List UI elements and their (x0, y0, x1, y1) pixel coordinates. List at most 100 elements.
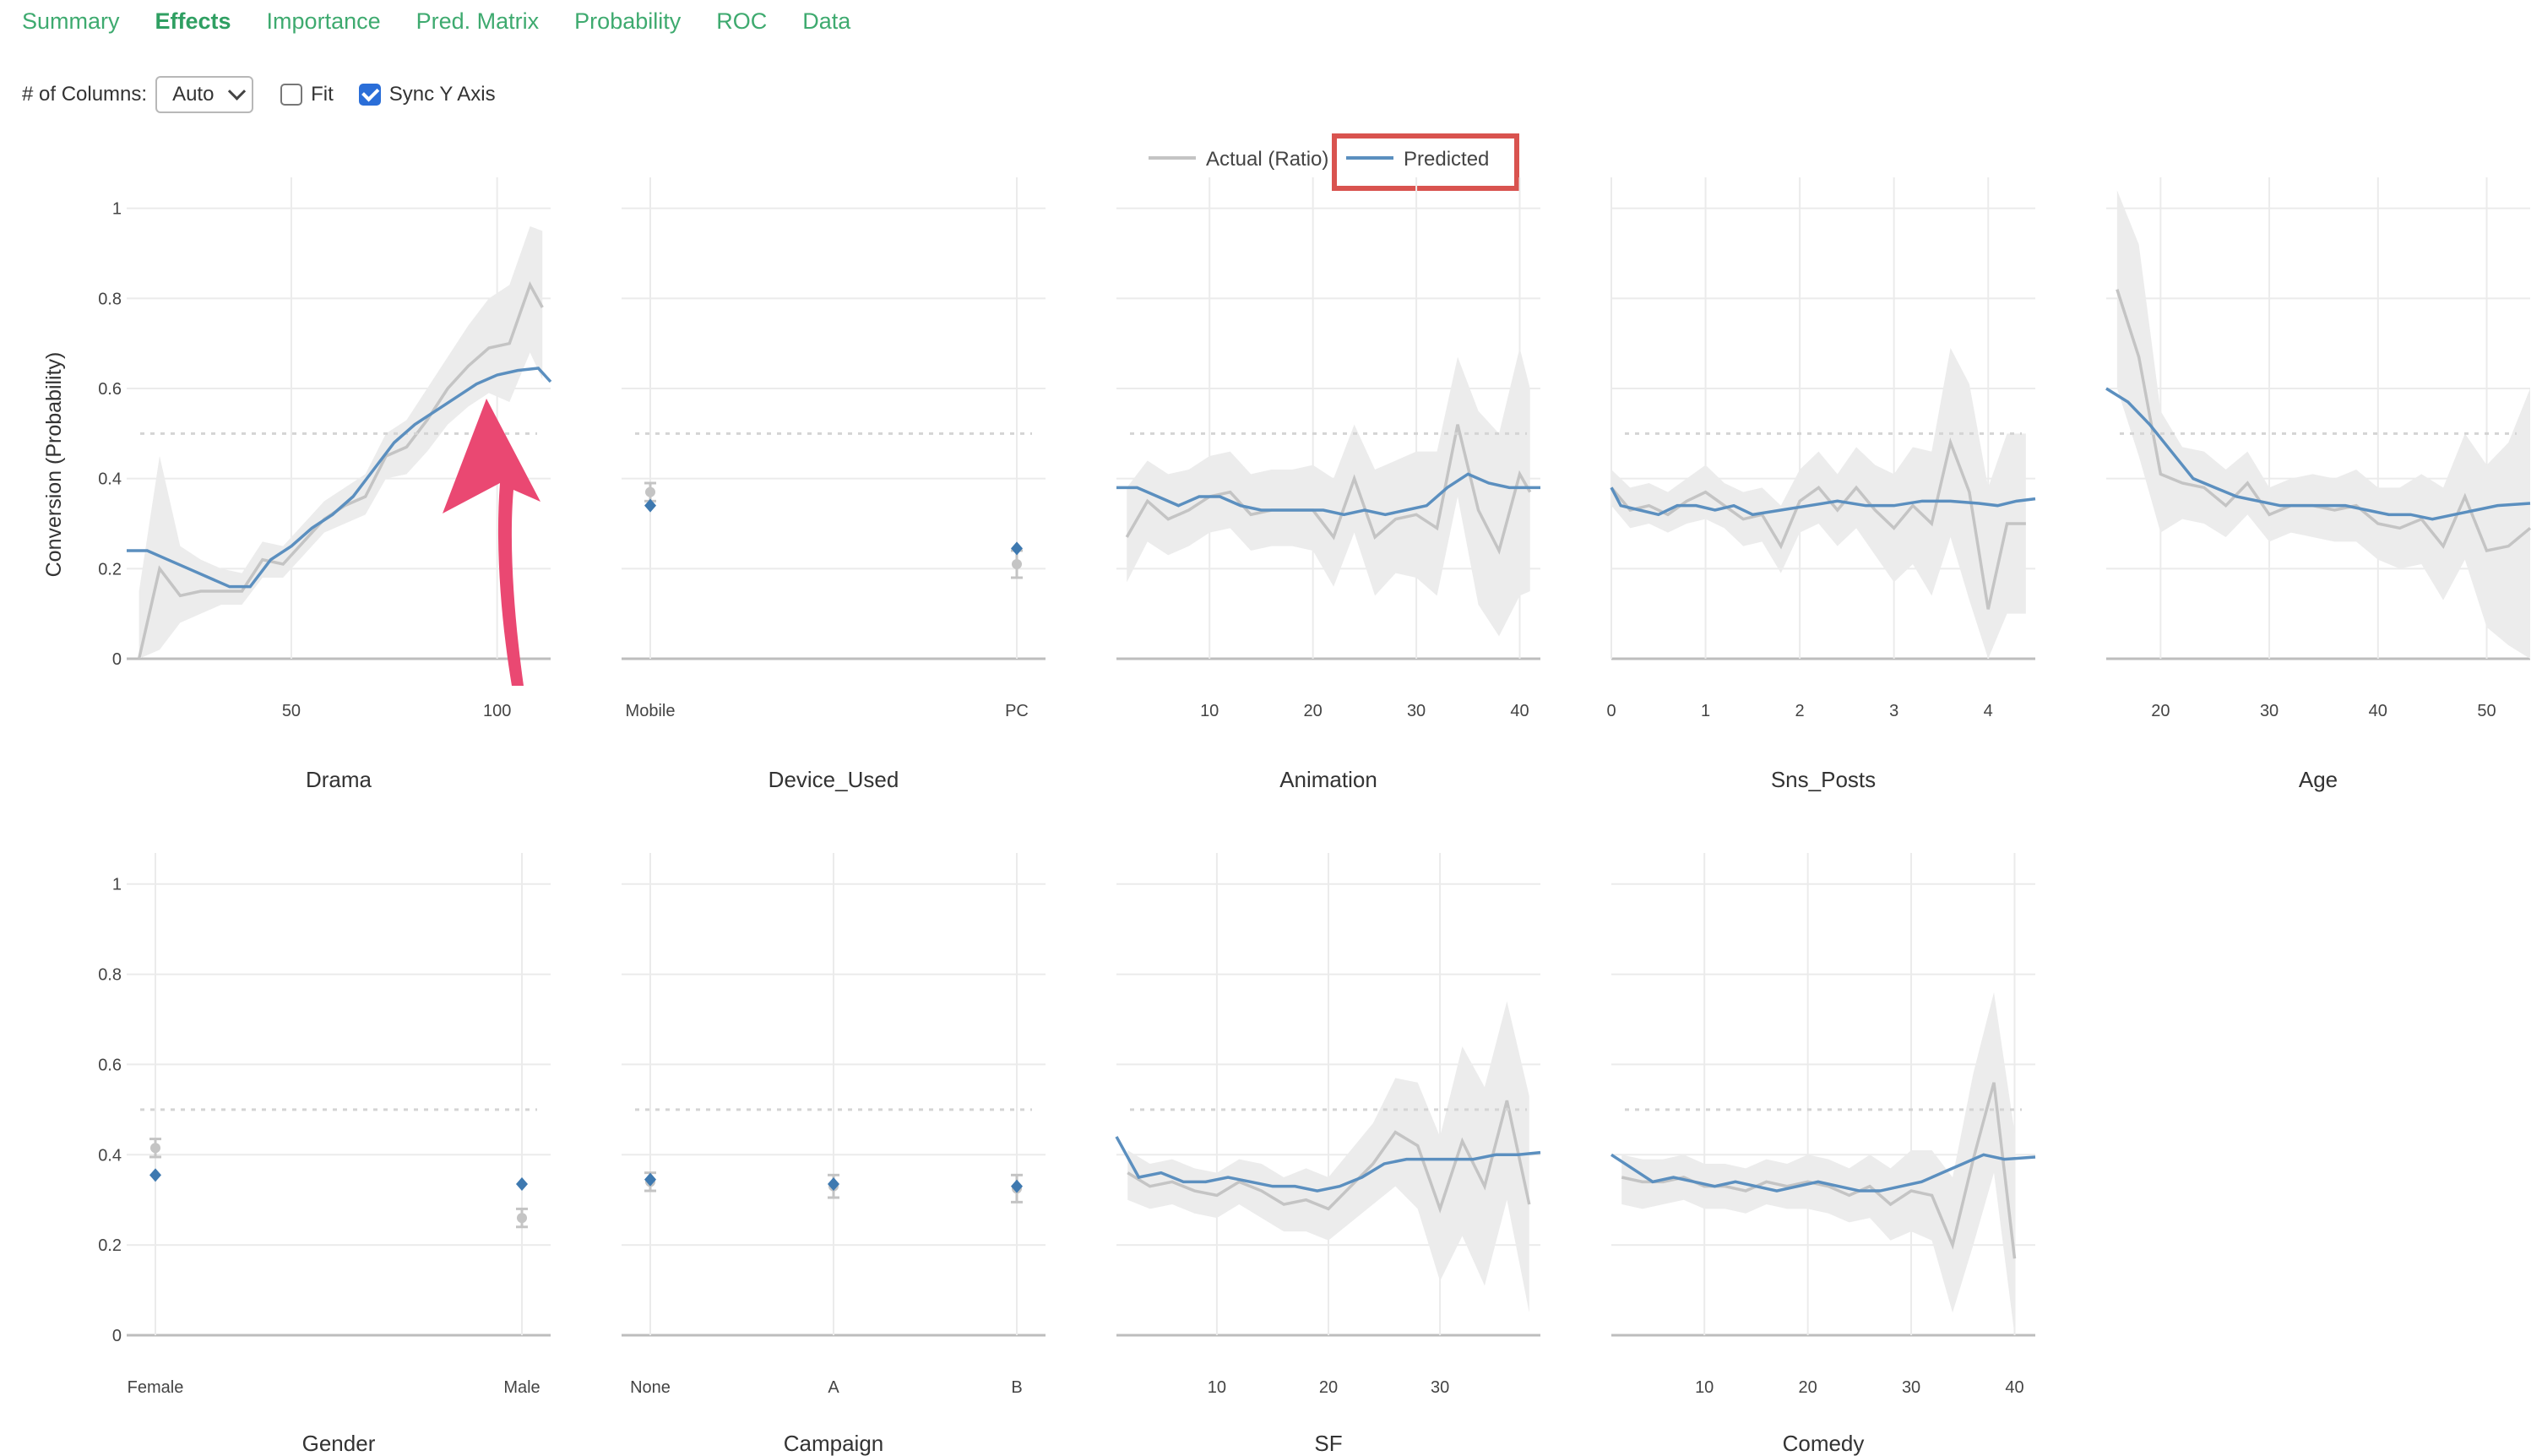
x-tick-label: 0 (1606, 702, 1616, 720)
predicted-point (644, 1172, 656, 1187)
panel-title: Sns_Posts (1771, 767, 1876, 792)
panel-title: SF (1314, 1431, 1342, 1456)
x-tick-label: Female (128, 1378, 184, 1397)
x-tick-label: 50 (2477, 702, 2496, 720)
panel-drama: 0 0.2 0.4 0.6 0.8 1 50 100 Drama (98, 177, 552, 792)
predicted-line (1116, 472, 1540, 517)
x-tick-label: 30 (1407, 702, 1426, 720)
columns-select-value: Auto (172, 83, 215, 106)
y-tick-label: 0.8 (98, 966, 122, 985)
tab-bar: Summary Effects Importance Pred. Matrix … (22, 0, 886, 42)
x-tick-label: 30 (1431, 1378, 1449, 1397)
x-tick-label: 2 (1795, 702, 1805, 720)
confidence-band (1127, 1001, 1529, 1313)
predicted-point (1011, 541, 1023, 556)
tab-effects[interactable]: Effects (155, 8, 231, 34)
y-tick-label: 0.4 (98, 1146, 122, 1165)
actual-ratio-line (1125, 424, 1532, 555)
actual-point (517, 1213, 527, 1224)
x-tick-label: 30 (1902, 1378, 1920, 1397)
tab-importance[interactable]: Importance (266, 8, 381, 34)
y-tick-label: 1 (112, 200, 122, 219)
panel-title: Campaign (784, 1431, 884, 1456)
predicted-line (2105, 387, 2531, 521)
panel-title: Animation (1279, 767, 1377, 792)
x-tick-label: 40 (1510, 702, 1529, 720)
effects-controls: # of Columns: Auto Fit Sync Y Axis (22, 73, 521, 117)
tab-pred-matrix[interactable]: Pred. Matrix (416, 8, 540, 34)
panel-gender: 0 0.2 0.4 0.6 0.8 1 Female Male Gender (98, 853, 551, 1456)
tab-roc[interactable]: ROC (716, 8, 768, 34)
x-tick-label: 3 (1889, 702, 1898, 720)
panel-title: Device_Used (769, 767, 899, 792)
tab-summary[interactable]: Summary (22, 8, 120, 34)
predicted-line (1610, 1153, 2036, 1193)
panel-title: Gender (302, 1431, 376, 1456)
confidence-band (1621, 991, 2015, 1335)
y-tick-label: 0 (112, 1327, 122, 1345)
panel-animation: 10 20 30 40 Animation (1116, 177, 1540, 792)
x-tick-label: A (828, 1378, 839, 1397)
x-tick-label: 20 (2151, 702, 2170, 720)
y-axis-title: Conversion (Probability) (42, 352, 66, 578)
y-tick-label: 0.6 (98, 380, 122, 399)
sync-y-axis-label: Sync Y Axis (388, 83, 496, 106)
y-tick-label: 0.8 (98, 290, 122, 308)
x-tick-label: 20 (1799, 1378, 1817, 1397)
x-tick-label: Mobile (626, 702, 676, 720)
panel-campaign: None A B Campaign (622, 853, 1046, 1456)
x-tick-label: PC (1005, 702, 1029, 720)
columns-select[interactable]: Auto (155, 76, 254, 113)
predicted-point (149, 1168, 161, 1182)
y-tick-label: 0.6 (98, 1056, 122, 1074)
predicted-point (516, 1177, 528, 1192)
y-tick-label: 0 (112, 650, 122, 669)
sync-y-axis-checkbox-box[interactable] (358, 84, 381, 106)
x-tick-label: 20 (1304, 702, 1323, 720)
x-tick-label: None (630, 1378, 671, 1397)
x-tick-label: 50 (282, 702, 301, 720)
x-tick-label: 20 (1319, 1378, 1338, 1397)
x-tick-label: 40 (2005, 1378, 2023, 1397)
sync-y-axis-checkbox[interactable]: Sync Y Axis (358, 83, 496, 106)
panel-title: Comedy (1783, 1431, 1865, 1456)
fit-checkbox[interactable]: Fit (280, 83, 334, 106)
predicted-line (127, 367, 552, 589)
fit-checkbox-box[interactable] (280, 84, 303, 106)
tab-data[interactable]: Data (802, 8, 851, 34)
x-tick-label: 10 (1200, 702, 1219, 720)
y-tick-label: 0.4 (98, 470, 122, 489)
predicted-line (1115, 1136, 1541, 1193)
confidence-band (139, 226, 543, 659)
chart-legend: Actual (Ratio) Predicted (1149, 133, 1519, 191)
y-tick-label: 1 (112, 876, 122, 894)
predicted-line (1610, 486, 2036, 517)
x-tick-label: B (1011, 1378, 1022, 1397)
actual-point (645, 486, 655, 497)
columns-label: # of Columns: (22, 83, 148, 106)
legend-predicted-label: Predicted (1404, 148, 1489, 171)
x-tick-label: 1 (1701, 702, 1710, 720)
confidence-band (1127, 348, 1530, 637)
tab-probability[interactable]: Probability (574, 8, 682, 34)
panel-age: 20 30 40 50 Age (2105, 177, 2532, 792)
x-tick-label: 4 (1984, 702, 1993, 720)
actual-ratio-line (2116, 289, 2532, 553)
predicted-point (828, 1177, 839, 1192)
confidence-band (2116, 190, 2530, 660)
panel-title: Age (2299, 767, 2338, 792)
actual-point (150, 1143, 160, 1154)
x-tick-label: 100 (483, 702, 511, 720)
predicted-point (644, 498, 656, 513)
predicted-point (1011, 1179, 1023, 1193)
panel-sf: 10 20 30 SF (1115, 853, 1541, 1456)
panel-device-used: Mobile PC Device_Used (622, 177, 1046, 792)
panel-comedy: 10 20 30 40 Comedy (1610, 853, 2036, 1456)
legend-actual-label: Actual (Ratio) (1206, 148, 1328, 171)
x-tick-label: 10 (1208, 1378, 1226, 1397)
x-tick-label: 40 (2369, 702, 2387, 720)
fit-label: Fit (311, 83, 334, 106)
